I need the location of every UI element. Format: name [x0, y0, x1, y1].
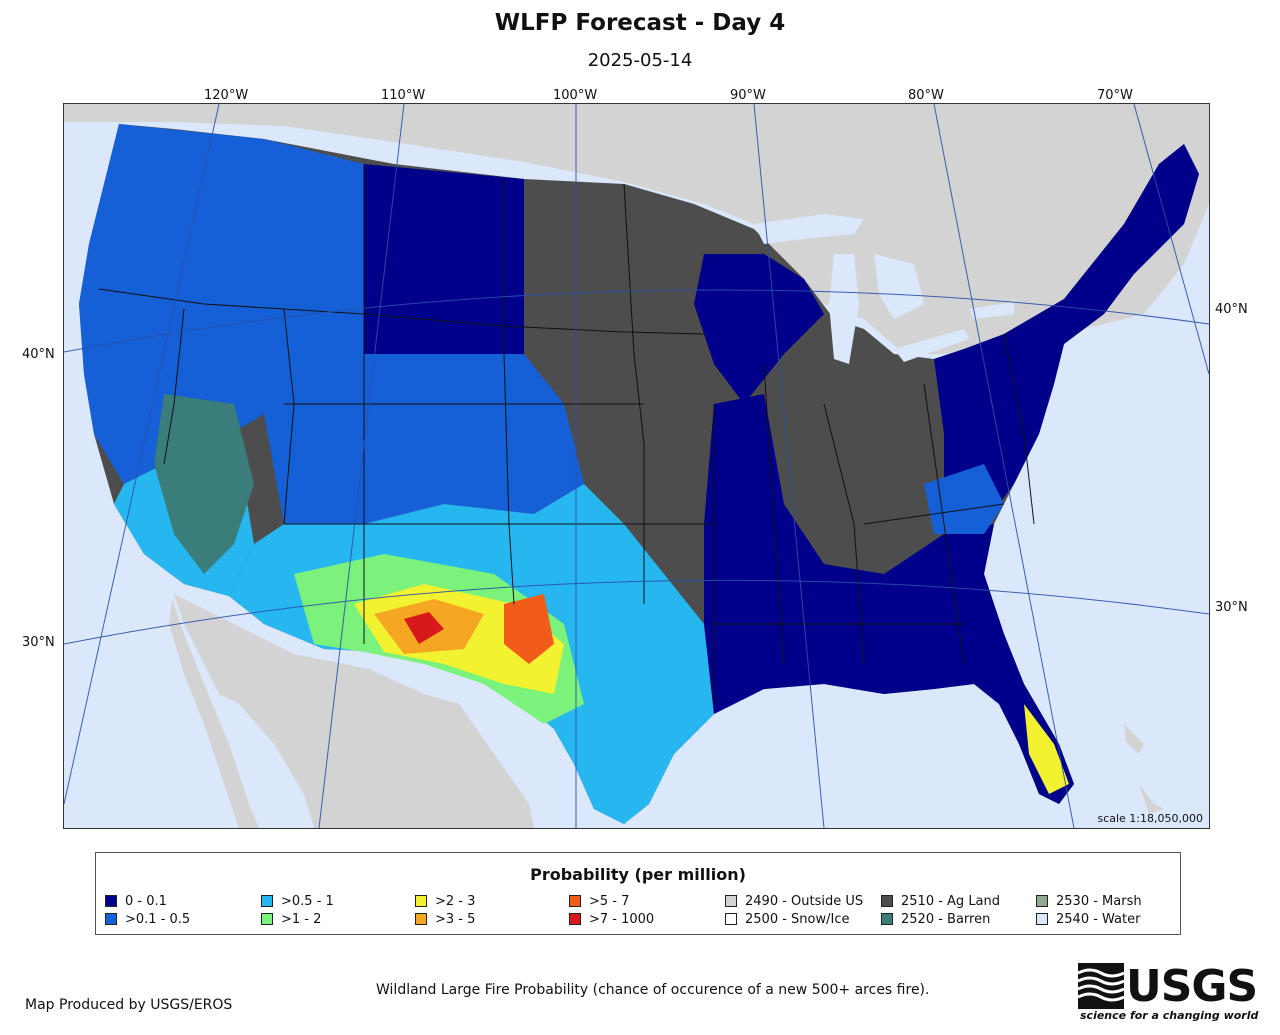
map-date: 2025-05-14 — [587, 50, 693, 71]
lat-label-right-40n: 40°N — [1215, 302, 1248, 317]
lake-erie — [894, 329, 969, 362]
usgs-tagline: science for a changing world — [1080, 1009, 1259, 1022]
legend-item: 2540 - Water — [1036, 911, 1140, 927]
legend-swatch — [1036, 895, 1048, 907]
legend-swatch — [725, 895, 737, 907]
legend-label: 2510 - Ag Land — [901, 893, 1001, 909]
lon-label-120w: 120°W — [204, 88, 249, 103]
region-florida-elevated — [1024, 704, 1069, 794]
legend-item: >0.5 - 1 — [261, 893, 334, 909]
legend-item: >5 - 7 — [569, 893, 629, 909]
region-nevada-barren — [154, 394, 254, 574]
legend-item: 2510 - Ag Land — [881, 893, 1000, 909]
lon-label-110w: 110°W — [381, 88, 426, 103]
legend-item: 2500 - Snow/Ice — [725, 911, 849, 927]
legend-item: >2 - 3 — [415, 893, 475, 909]
legend-label: >3 - 5 — [435, 911, 476, 927]
legend-item: 2530 - Marsh — [1036, 893, 1142, 909]
region-southeast — [704, 394, 1074, 804]
lat-label-left-30n: 30°N — [22, 635, 55, 650]
legend-swatch — [105, 895, 117, 907]
legend-label: >1 - 2 — [281, 911, 322, 927]
legend-item: 0 - 0.1 — [105, 893, 167, 909]
legend-swatch — [415, 913, 427, 925]
legend-swatch — [881, 913, 893, 925]
legend-item: >0.1 - 0.5 — [105, 911, 190, 927]
lat-label-left-40n: 40°N — [22, 347, 55, 362]
legend-swatch — [261, 913, 273, 925]
lon-label-80w: 80°W — [908, 88, 944, 103]
region-appalachian — [924, 464, 1004, 534]
usgs-wave-icon — [1078, 963, 1124, 1009]
legend-swatch — [261, 895, 273, 907]
legend-label: 0 - 0.1 — [125, 893, 167, 909]
legend-label: >7 - 1000 — [589, 911, 655, 927]
produced-by-credit: Map Produced by USGS/EROS — [25, 997, 233, 1013]
legend-label: >2 - 3 — [435, 893, 476, 909]
canada-landmass — [64, 104, 1209, 354]
lat-label-right-30n: 30°N — [1215, 600, 1248, 615]
mexico-landmass — [174, 594, 534, 828]
legend-label: 2500 - Snow/Ice — [745, 911, 850, 927]
lon-label-100w: 100°W — [553, 88, 598, 103]
lon-label-90w: 90°W — [730, 88, 766, 103]
legend-item: >3 - 5 — [415, 911, 475, 927]
legend-swatch — [569, 895, 581, 907]
baja-peninsula — [169, 599, 259, 828]
legend-item: >7 - 1000 — [569, 911, 654, 927]
legend-swatch — [415, 895, 427, 907]
legend-item: 2520 - Barren — [881, 911, 990, 927]
legend: Probability (per million) 0 - 0.1 >0.1 -… — [95, 852, 1181, 935]
legend-swatch — [105, 913, 117, 925]
region-northeast — [934, 144, 1199, 524]
map-frame: scale 1:18,050,000 — [63, 103, 1210, 829]
legend-label: 2490 - Outside US — [745, 893, 864, 909]
usgs-logo: USGS science for a changing world — [1078, 961, 1258, 1025]
lake-ontario — [969, 302, 1014, 319]
legend-swatch — [1036, 913, 1048, 925]
map-title: WLFP Forecast - Day 4 — [494, 10, 786, 36]
graticule-lines — [64, 104, 1209, 828]
scale-label: scale 1:18,050,000 — [1097, 812, 1203, 825]
legend-item: 2490 - Outside US — [725, 893, 863, 909]
region-east-upper-midwest — [694, 254, 824, 404]
legend-label: >0.1 - 0.5 — [125, 911, 191, 927]
usgs-wordmark: USGS — [1126, 961, 1258, 1012]
legend-label: >0.5 - 1 — [281, 893, 334, 909]
region-north-plains — [364, 164, 524, 374]
region-tx-high — [504, 594, 554, 664]
bahamas — [1124, 724, 1164, 814]
lake-superior — [754, 214, 864, 244]
region-nm-extreme — [404, 612, 444, 644]
region-mountain-central — [264, 354, 584, 524]
legend-swatch — [725, 913, 737, 925]
lon-label-70w: 70°W — [1097, 88, 1133, 103]
legend-swatch — [569, 913, 581, 925]
state-boundaries — [98, 164, 1035, 704]
legend-item: >1 - 2 — [261, 911, 321, 927]
legend-label: 2540 - Water — [1056, 911, 1141, 927]
lake-michigan — [829, 254, 859, 364]
lake-huron — [874, 254, 924, 319]
legend-title: Probability (per million) — [530, 865, 746, 884]
map-canvas — [64, 104, 1209, 828]
legend-label: >5 - 7 — [589, 893, 630, 909]
legend-label: 2530 - Marsh — [1056, 893, 1142, 909]
legend-label: 2520 - Barren — [901, 911, 991, 927]
map-caption: Wildland Large Fire Probability (chance … — [376, 982, 930, 998]
legend-swatch — [881, 895, 893, 907]
